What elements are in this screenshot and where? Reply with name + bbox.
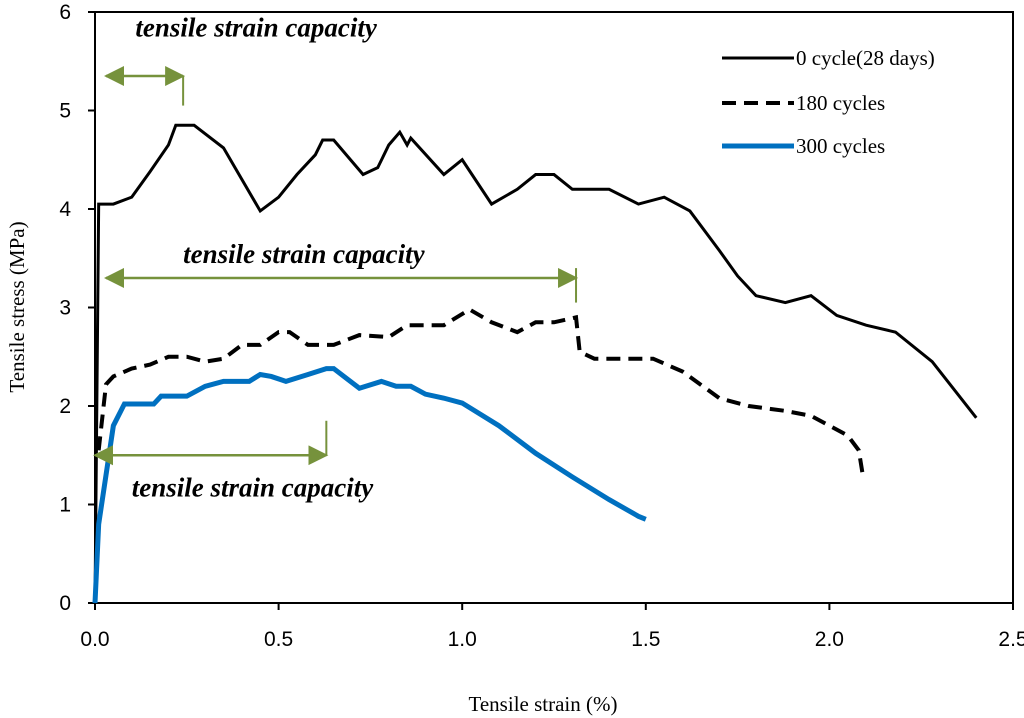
y-tick-label: 2 [59, 395, 71, 418]
x-tick-label: 2.5 [998, 628, 1024, 651]
annotation-label-2: tensile strain capacity [132, 473, 375, 503]
x-tick-label: 0.0 [80, 628, 109, 651]
series-line-0-cycle [93, 123, 978, 604]
series-line-300-cycles [92, 366, 647, 604]
legend-label-300-cycles: 300 cycles [796, 134, 885, 158]
y-tick-label: 1 [59, 494, 71, 517]
legend-label-180-cycles: 180 cycles [796, 91, 885, 115]
x-tick-label: 1.0 [448, 628, 477, 651]
annotation-label-1: tensile strain capacity [183, 239, 425, 269]
x-tick-label: 0.5 [264, 628, 293, 651]
legend-label-0-cycle: 0 cycle(28 days) [796, 46, 935, 70]
x-axis-title: Tensile strain (%) [469, 692, 618, 716]
annotation-label-0: tensile strain capacity [135, 13, 378, 43]
series-layer [92, 123, 978, 604]
series-line-180-cycles [96, 307, 865, 474]
y-tick-label: 5 [59, 100, 71, 123]
annotation-layer: tensile strain capacity tensile strain ca… [93, 13, 579, 503]
legend: 0 cycle(28 days) 180 cycles 300 cycles [722, 46, 935, 158]
y-axis-ticks [88, 11, 95, 604]
y-tick-label: 3 [59, 297, 71, 320]
y-axis-tick-labels: 0 1 2 3 4 5 6 [59, 1, 71, 615]
x-axis-ticks [94, 603, 1014, 610]
x-tick-label: 2.0 [815, 628, 844, 651]
y-tick-label: 6 [59, 1, 71, 24]
y-axis-title: Tensile stress (MPa) [5, 221, 29, 392]
y-tick-label: 0 [59, 592, 71, 615]
x-tick-label: 1.5 [631, 628, 660, 651]
x-axis-tick-labels: 0.0 0.5 1.0 1.5 2.0 2.5 [80, 628, 1024, 651]
y-tick-label: 4 [59, 198, 71, 221]
